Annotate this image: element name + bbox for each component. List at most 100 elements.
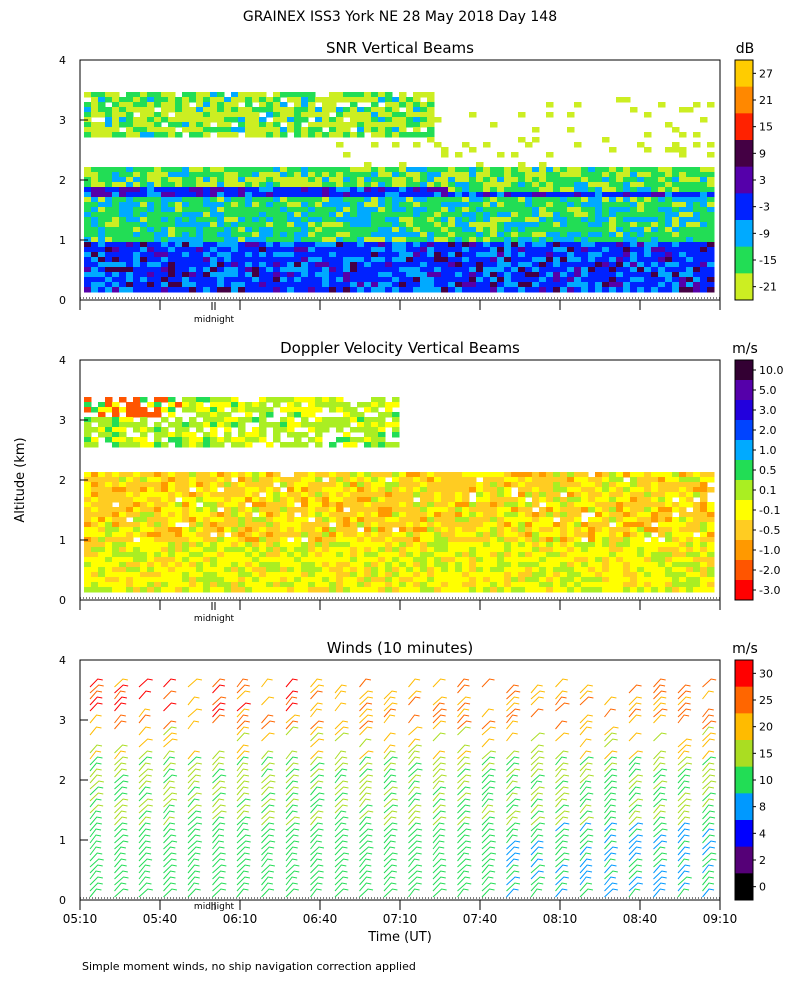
doppler-cell xyxy=(357,507,365,513)
doppler-cell xyxy=(420,527,428,533)
doppler-cell xyxy=(343,577,351,583)
doppler-cell xyxy=(259,552,267,558)
doppler-cell xyxy=(336,527,344,533)
doppler-cell xyxy=(413,512,421,518)
snr-cell xyxy=(98,217,106,223)
snr-cell xyxy=(504,182,512,188)
doppler-cell xyxy=(287,412,295,418)
snr-cell xyxy=(301,177,309,183)
doppler-cell xyxy=(343,477,351,483)
snr-cell xyxy=(490,252,498,258)
snr-cell xyxy=(672,287,680,293)
snr-cell xyxy=(196,287,204,293)
snr-cell xyxy=(581,182,589,188)
doppler-cell xyxy=(651,497,659,503)
doppler-cell xyxy=(392,492,400,498)
doppler-cell xyxy=(609,537,617,543)
doppler-cell xyxy=(350,407,358,413)
doppler-cell xyxy=(609,577,617,583)
snr-cell xyxy=(308,167,316,173)
snr-cell xyxy=(574,242,582,248)
snr-cell xyxy=(595,197,603,203)
snr-cell xyxy=(371,202,379,208)
snr-cell xyxy=(98,257,106,263)
doppler-cell xyxy=(91,577,99,583)
snr-cell xyxy=(399,222,407,228)
doppler-cell xyxy=(196,582,204,588)
doppler-cell xyxy=(301,567,309,573)
snr-cell xyxy=(413,127,421,133)
snr-cell xyxy=(126,107,134,113)
doppler-cell xyxy=(504,572,512,578)
snr-cell xyxy=(385,277,393,283)
doppler-cell xyxy=(343,502,351,508)
doppler-cell xyxy=(595,547,603,553)
doppler-cell xyxy=(413,542,421,548)
snr-cell xyxy=(357,237,365,243)
doppler-cell xyxy=(266,532,274,538)
doppler-cell xyxy=(392,567,400,573)
snr-cell xyxy=(441,217,449,223)
snr-cell xyxy=(105,167,113,173)
snr-cell xyxy=(658,277,666,283)
snr-cell xyxy=(294,192,302,198)
doppler-cell xyxy=(182,497,190,503)
snr-cell xyxy=(686,272,694,278)
snr-cell xyxy=(427,207,435,213)
snr-cell xyxy=(546,257,554,263)
snr-cell xyxy=(441,282,449,288)
snr-cell xyxy=(196,112,204,118)
snr-cell xyxy=(378,212,386,218)
snr-cell xyxy=(245,102,253,108)
snr-cell xyxy=(224,282,232,288)
snr-cell xyxy=(581,252,589,258)
doppler-cell xyxy=(231,502,239,508)
snr-cell xyxy=(413,117,421,123)
doppler-cell xyxy=(210,397,218,403)
doppler-cell xyxy=(98,517,106,523)
doppler-cell xyxy=(119,587,127,593)
snr-cell xyxy=(84,132,92,138)
doppler-cell xyxy=(378,437,386,443)
doppler-cell xyxy=(385,497,393,503)
doppler-cell xyxy=(490,517,498,523)
doppler-cell xyxy=(399,497,407,503)
snr-cell xyxy=(308,222,316,228)
doppler-cell xyxy=(546,477,554,483)
snr-cell xyxy=(616,192,624,198)
doppler-cell xyxy=(105,487,113,493)
snr-cell xyxy=(224,262,232,268)
snr-cell xyxy=(392,247,400,253)
snr-cell xyxy=(427,187,435,193)
doppler-cell xyxy=(553,537,561,543)
doppler-cell xyxy=(210,502,218,508)
doppler-cell xyxy=(658,577,666,583)
doppler-cell xyxy=(98,577,106,583)
doppler-cell xyxy=(378,547,386,553)
doppler-cell xyxy=(161,507,169,513)
snr-cell xyxy=(91,227,99,233)
doppler-cell xyxy=(357,567,365,573)
doppler-cell xyxy=(651,567,659,573)
snr-cell xyxy=(518,112,526,118)
snr-cell xyxy=(595,267,603,273)
doppler-cell xyxy=(532,572,540,578)
snr-cell xyxy=(140,252,148,258)
doppler-cell xyxy=(392,412,400,418)
snr-cell xyxy=(133,277,141,283)
snr-cell xyxy=(588,287,596,293)
snr-cell xyxy=(371,282,379,288)
snr-cell xyxy=(637,182,645,188)
doppler-cell xyxy=(553,492,561,498)
snr-cell xyxy=(238,97,246,103)
snr-cell xyxy=(546,232,554,238)
snr-cell xyxy=(462,202,470,208)
snr-cell xyxy=(413,282,421,288)
snr-cell xyxy=(364,262,372,268)
doppler-cell xyxy=(252,567,260,573)
doppler-cell xyxy=(217,532,225,538)
doppler-cell xyxy=(371,502,379,508)
doppler-cell xyxy=(560,552,568,558)
snr-cell xyxy=(203,287,211,293)
snr-cell xyxy=(357,197,365,203)
